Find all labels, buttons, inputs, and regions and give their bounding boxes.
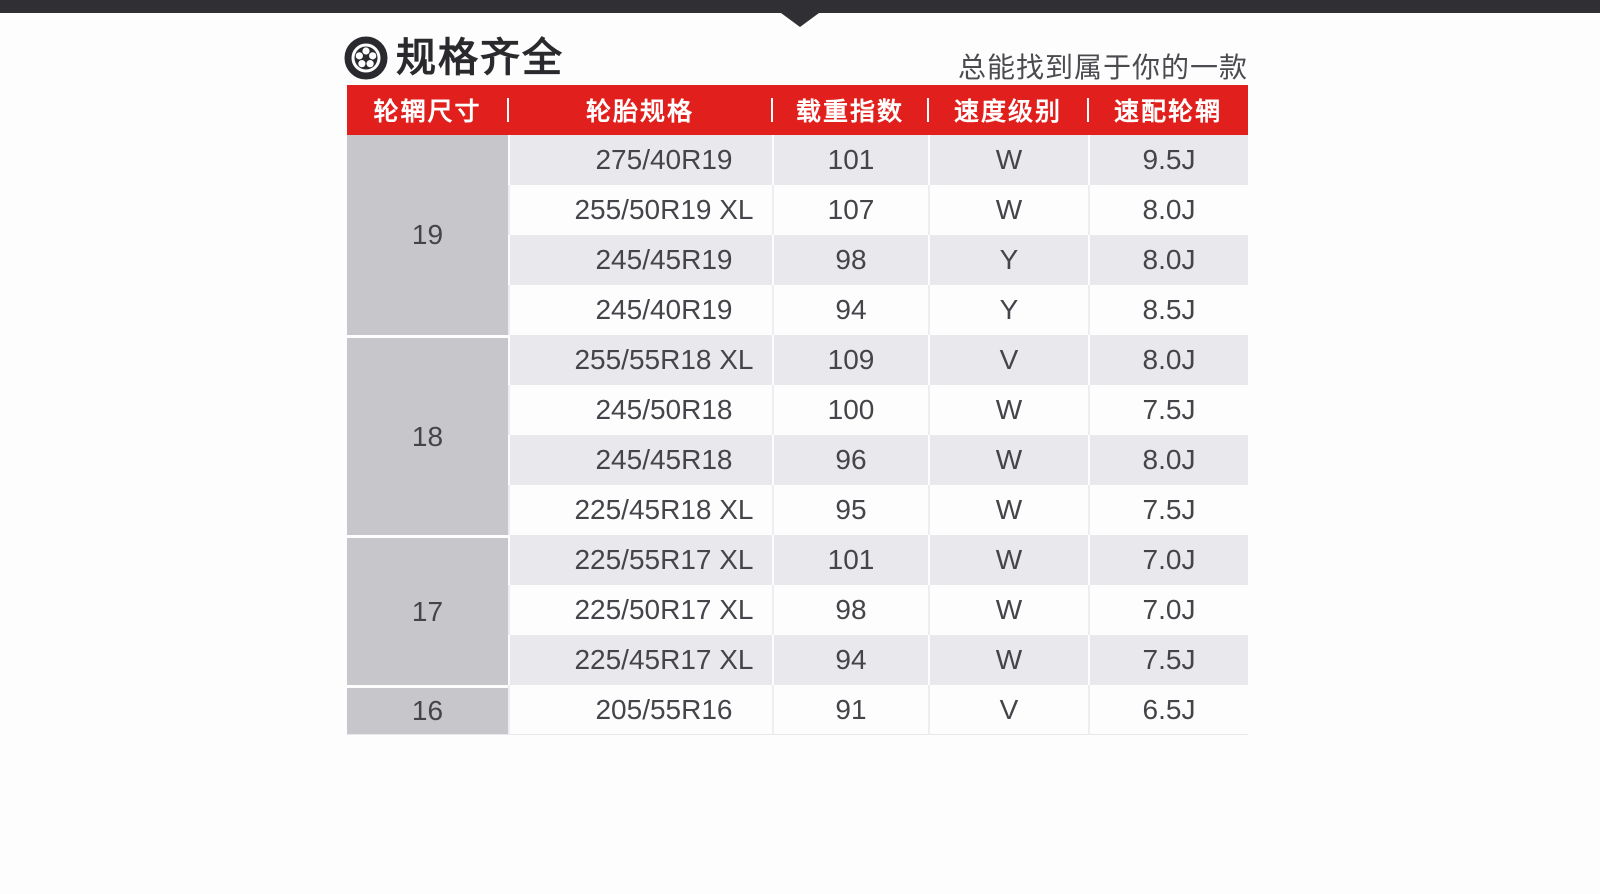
speed-rating-cell: Y	[928, 285, 1088, 335]
tire-spec-cell: 245/40R19	[508, 285, 772, 335]
wheel-icon	[344, 36, 388, 80]
load-index-cell: 96	[772, 435, 928, 485]
tire-spec-cell: 245/45R19	[508, 235, 772, 285]
rim-size-cell: 18	[347, 335, 508, 535]
speed-rating-cell: W	[928, 535, 1088, 585]
table-row: 245/40R19 94 Y 8.5J	[347, 285, 1248, 335]
matching-rim-cell: 8.0J	[1088, 235, 1248, 285]
rim-size-cell: 17	[347, 535, 508, 685]
notch-triangle-icon	[781, 13, 819, 27]
tire-spec-cell: 225/50R17 XL	[508, 585, 772, 635]
column-header-speed-rating: 速度级别	[927, 85, 1088, 135]
tire-spec-cell: 225/45R17 XL	[508, 635, 772, 685]
speed-rating-cell: W	[928, 385, 1088, 435]
speed-rating-cell: W	[928, 485, 1088, 535]
column-header-rim-size: 轮辋尺寸	[347, 85, 508, 135]
table-row: 225/45R17 XL 94 W 7.5J	[347, 635, 1248, 685]
column-header-load-index: 载重指数	[771, 85, 928, 135]
matching-rim-cell: 7.5J	[1088, 385, 1248, 435]
load-index-cell: 98	[772, 235, 928, 285]
tire-spec-table: 轮辋尺寸 轮胎规格 载重指数 速度级别 速配轮辋 19 275/40R19 10…	[347, 85, 1248, 735]
load-index-cell: 101	[772, 135, 928, 185]
matching-rim-cell: 7.0J	[1088, 535, 1248, 585]
table-row: 225/50R17 XL 98 W 7.0J	[347, 585, 1248, 635]
matching-rim-cell: 8.0J	[1088, 335, 1248, 385]
tire-spec-cell: 275/40R19	[508, 135, 772, 185]
section-subtitle: 总能找到属于你的一款	[957, 52, 1248, 83]
tire-spec-cell: 255/55R18 XL	[508, 335, 772, 385]
column-header-matching-rim: 速配轮辋	[1087, 85, 1248, 135]
table-row: 18 255/55R18 XL 109 V 8.0J	[347, 335, 1248, 535]
tire-spec-cell: 225/55R17 XL	[508, 535, 772, 585]
load-index-cell: 100	[772, 385, 928, 435]
matching-rim-cell: 6.5J	[1088, 685, 1248, 735]
table-row: 255/50R19 XL 107 W 8.0J	[347, 185, 1248, 235]
table-row: 245/45R18 96 W 8.0J	[347, 435, 1248, 485]
section-header: 规格齐全 总能找到属于你的一款	[344, 34, 1248, 82]
matching-rim-cell: 9.5J	[1088, 135, 1248, 185]
speed-rating-cell: W	[928, 435, 1088, 485]
top-divider-bar	[0, 0, 1600, 13]
table-row: 16 205/55R16 91 V 6.5J	[347, 685, 1248, 735]
load-index-cell: 101	[772, 535, 928, 585]
tire-spec-cell: 205/55R16	[508, 685, 772, 735]
load-index-cell: 94	[772, 635, 928, 685]
rim-size-cell: 16	[347, 685, 508, 735]
column-header-tire-spec: 轮胎规格	[507, 85, 772, 135]
tire-spec-cell: 245/50R18	[508, 385, 772, 435]
matching-rim-cell: 7.5J	[1088, 485, 1248, 535]
matching-rim-cell: 7.5J	[1088, 635, 1248, 685]
speed-rating-cell: Y	[928, 235, 1088, 285]
table-row: 225/45R18 XL 95 W 7.5J	[347, 485, 1248, 535]
speed-rating-cell: W	[928, 635, 1088, 685]
speed-rating-cell: V	[928, 685, 1088, 735]
table-row: 245/50R18 100 W 7.5J	[347, 385, 1248, 435]
rim-size-cell: 19	[347, 135, 508, 335]
load-index-cell: 109	[772, 335, 928, 385]
matching-rim-cell: 8.5J	[1088, 285, 1248, 335]
load-index-cell: 95	[772, 485, 928, 535]
table-row: 17 225/55R17 XL 101 W 7.0J	[347, 535, 1248, 685]
table-header-row: 轮辋尺寸 轮胎规格 载重指数 速度级别 速配轮辋	[347, 85, 1248, 135]
tire-spec-cell: 225/45R18 XL	[508, 485, 772, 535]
load-index-cell: 91	[772, 685, 928, 735]
load-index-cell: 94	[772, 285, 928, 335]
speed-rating-cell: W	[928, 185, 1088, 235]
speed-rating-cell: V	[928, 335, 1088, 385]
matching-rim-cell: 8.0J	[1088, 435, 1248, 485]
section-title: 规格齐全	[396, 36, 564, 80]
load-index-cell: 98	[772, 585, 928, 635]
tire-spec-cell: 255/50R19 XL	[508, 185, 772, 235]
speed-rating-cell: W	[928, 135, 1088, 185]
matching-rim-cell: 8.0J	[1088, 185, 1248, 235]
matching-rim-cell: 7.0J	[1088, 585, 1248, 635]
tire-spec-cell: 245/45R18	[508, 435, 772, 485]
speed-rating-cell: W	[928, 585, 1088, 635]
table-row: 19 275/40R19 101 W 9.5J	[347, 135, 1248, 335]
load-index-cell: 107	[772, 185, 928, 235]
table-row: 245/45R19 98 Y 8.0J	[347, 235, 1248, 285]
